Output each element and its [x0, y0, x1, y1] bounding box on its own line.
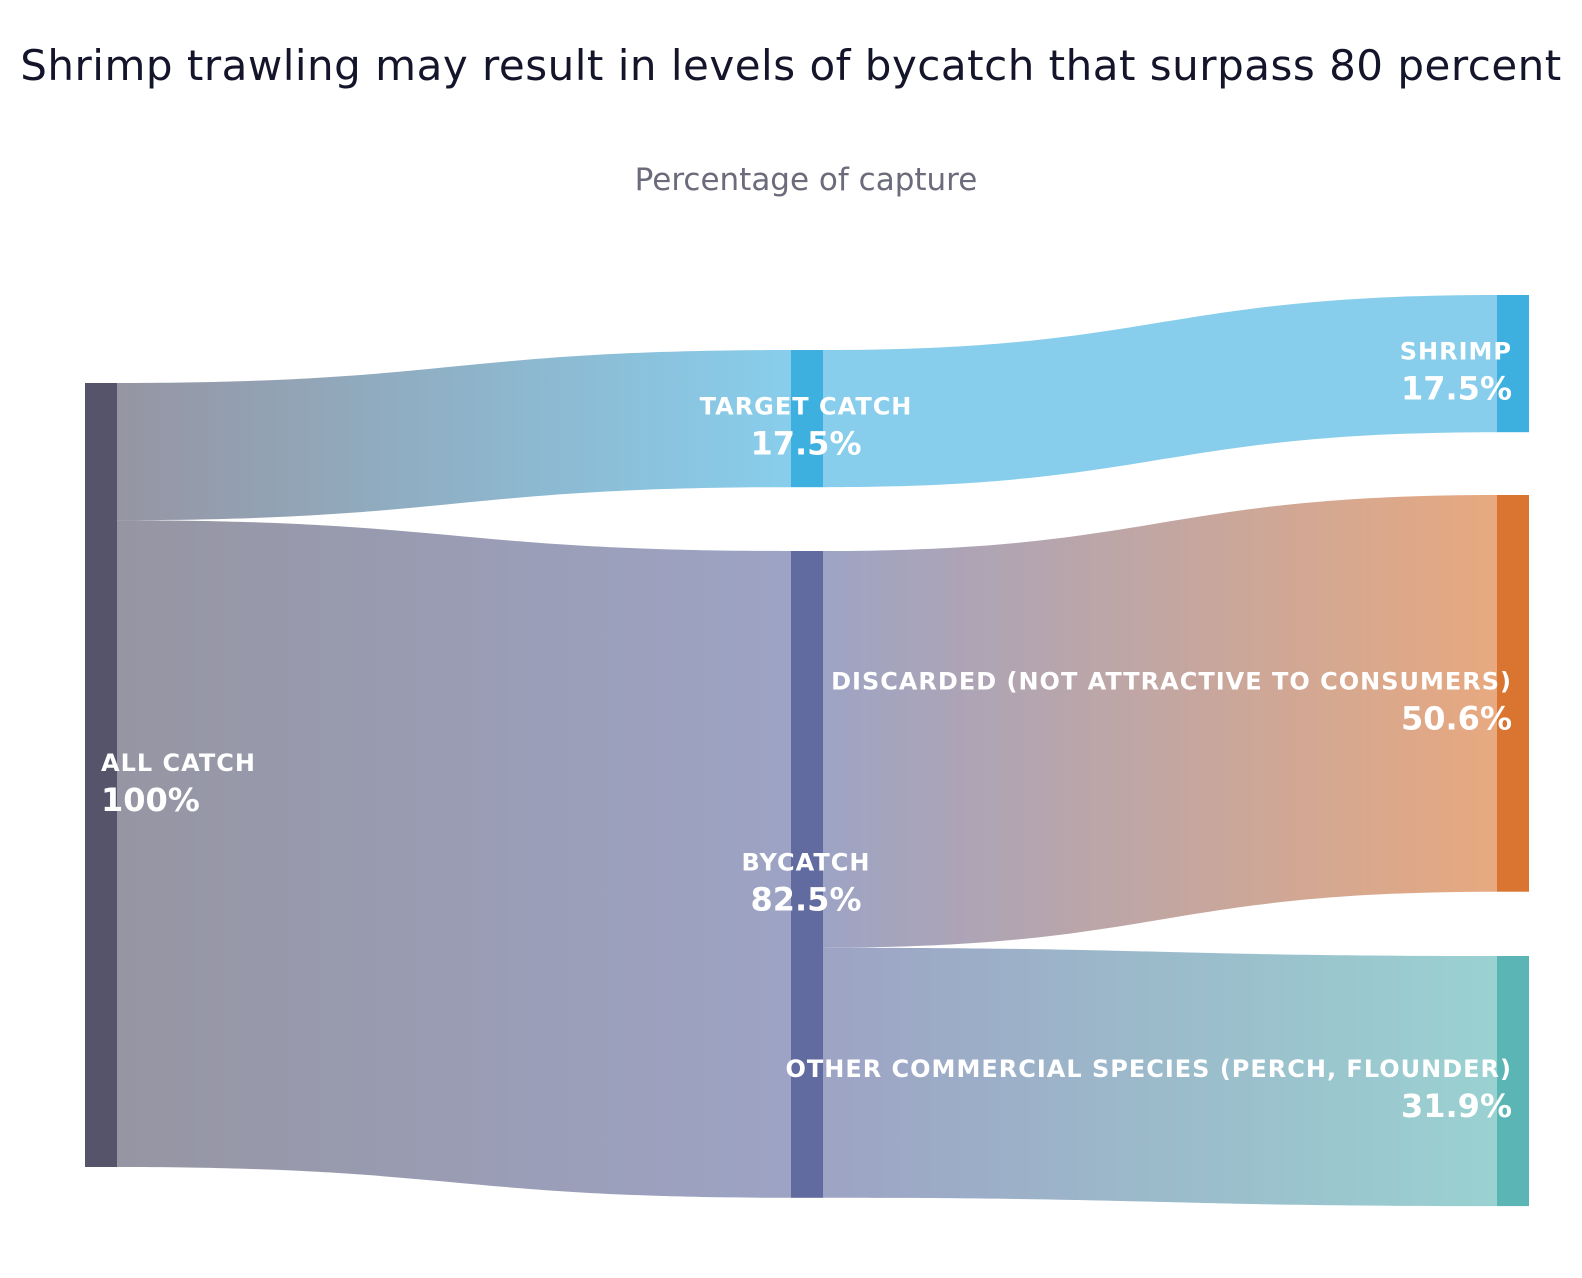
node-value-all: 100% — [101, 781, 200, 819]
link-bycatch-discarded[interactable] — [823, 495, 1497, 948]
node-label-discarded: DISCARDED (NOT ATTRACTIVE TO CONSUMERS) — [831, 667, 1512, 695]
node-value-target: 17.5% — [750, 425, 861, 463]
link-target-shrimp[interactable] — [823, 295, 1497, 488]
node-shrimp[interactable] — [1497, 295, 1529, 433]
node-value-other: 31.9% — [1401, 1087, 1512, 1125]
chart-title: Shrimp trawling may result in levels of … — [20, 41, 1562, 90]
link-bycatch-other[interactable] — [823, 947, 1497, 1207]
link-all-bycatch[interactable] — [117, 520, 791, 1198]
node-bycatch[interactable] — [791, 551, 823, 1198]
node-discarded[interactable] — [1497, 495, 1529, 892]
node-target[interactable] — [791, 350, 823, 488]
node-label-target: TARGET CATCH — [700, 393, 913, 421]
node-label-other: OTHER COMMERCIAL SPECIES (PERCH, FLOUNDE… — [785, 1055, 1512, 1083]
node-all[interactable] — [85, 383, 117, 1167]
chart-subtitle: Percentage of capture — [634, 162, 978, 198]
link-all-target[interactable] — [117, 350, 791, 521]
node-value-discarded: 50.6% — [1401, 699, 1512, 737]
node-label-bycatch: BYCATCH — [742, 848, 871, 876]
node-value-shrimp: 17.5% — [1401, 370, 1512, 408]
node-label-shrimp: SHRIMP — [1400, 338, 1512, 366]
node-label-all: ALL CATCH — [101, 749, 256, 777]
node-value-bycatch: 82.5% — [750, 880, 861, 918]
node-other[interactable] — [1497, 956, 1529, 1207]
